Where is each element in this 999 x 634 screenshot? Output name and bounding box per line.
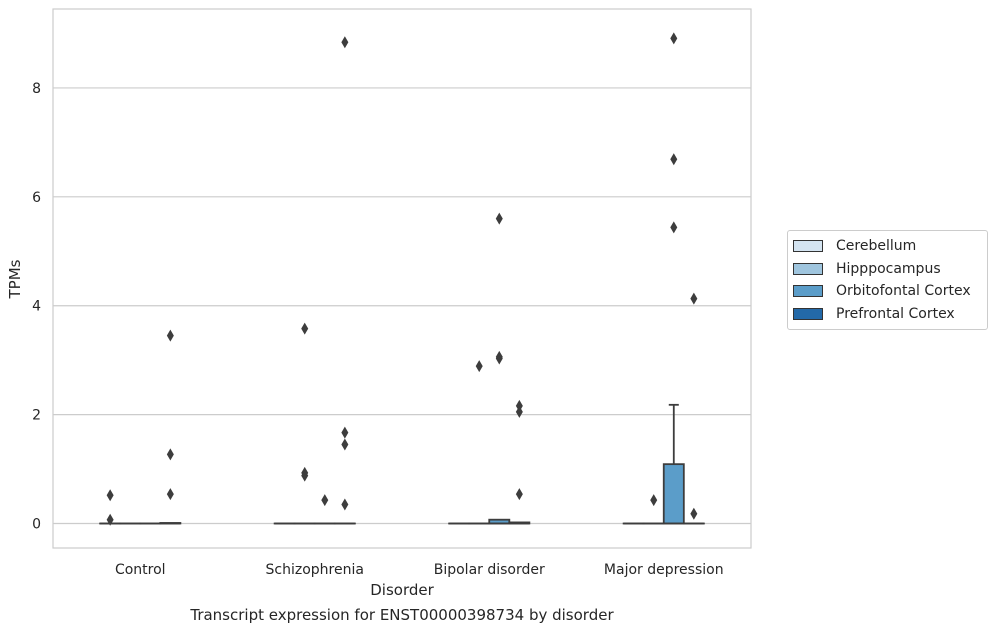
x-tick-label: Bipolar disorder (434, 562, 545, 578)
legend-label: Orbitofontal Cortex (836, 283, 971, 300)
outlier-point (495, 352, 503, 365)
outlier-point (670, 153, 678, 166)
y-axis-title: TPMs (6, 259, 24, 299)
legend-label: Hipppocampus (836, 260, 941, 277)
outlier-point (106, 489, 114, 502)
legend-swatch (793, 307, 823, 320)
outlier-point (515, 488, 523, 501)
legend-swatch (793, 240, 823, 253)
legend-label: Cerebellum (836, 238, 917, 255)
outlier-point (106, 513, 114, 526)
x-axis-title: Disorder (370, 581, 434, 599)
outlier-point (670, 221, 678, 234)
legend-item: Orbitofontal Cortex (788, 280, 987, 303)
outliers (106, 32, 698, 526)
legend-item: Prefrontal Cortex (788, 303, 987, 326)
outlier-point (670, 32, 678, 45)
y-tick-label: 4 (32, 299, 41, 315)
x-tick-label: Control (115, 562, 166, 578)
outlier-point (341, 36, 349, 49)
boxes (99, 403, 705, 525)
legend-item: Cerebellum (788, 235, 987, 258)
outlier-point (166, 448, 174, 461)
outlier-point (301, 469, 309, 482)
outlier-point (690, 507, 698, 520)
y-tick-label: 8 (32, 81, 41, 97)
gridlines (53, 87, 751, 525)
x-tick-labels: Control Schizophrenia Bipolar disorder Majo… (115, 562, 724, 578)
outlier-point (321, 494, 329, 507)
outlier-point (475, 360, 483, 373)
legend-item: Hipppocampus (788, 258, 987, 281)
y-tick-labels: 0 2 4 6 8 (32, 81, 41, 533)
y-tick-label: 0 (32, 517, 41, 533)
box (662, 463, 685, 525)
outlier-point (515, 405, 523, 418)
outlier-point (341, 438, 349, 451)
y-tick-label: 2 (32, 408, 41, 424)
outlier-point (166, 488, 174, 501)
legend-swatch (793, 262, 823, 275)
x-tick-label: Schizophrenia (266, 562, 364, 578)
legend-label: Prefrontal Cortex (836, 305, 955, 322)
outlier-point (690, 292, 698, 305)
outlier-point (341, 426, 349, 439)
outlier-point (301, 322, 309, 335)
plot-area-frame (52, 8, 752, 549)
outlier-point (166, 329, 174, 342)
legend-swatch (793, 285, 823, 298)
outlier-point (650, 494, 658, 507)
outlier-point (341, 498, 349, 511)
y-tick-label: 6 (32, 190, 41, 206)
chart-caption: Transcript expression for ENST0000039873… (190, 606, 614, 624)
x-tick-label: Major depression (604, 562, 724, 578)
legend: Cerebellum Hipppocampus Orbitofontal Corte… (787, 230, 988, 330)
outlier-point (495, 212, 503, 225)
